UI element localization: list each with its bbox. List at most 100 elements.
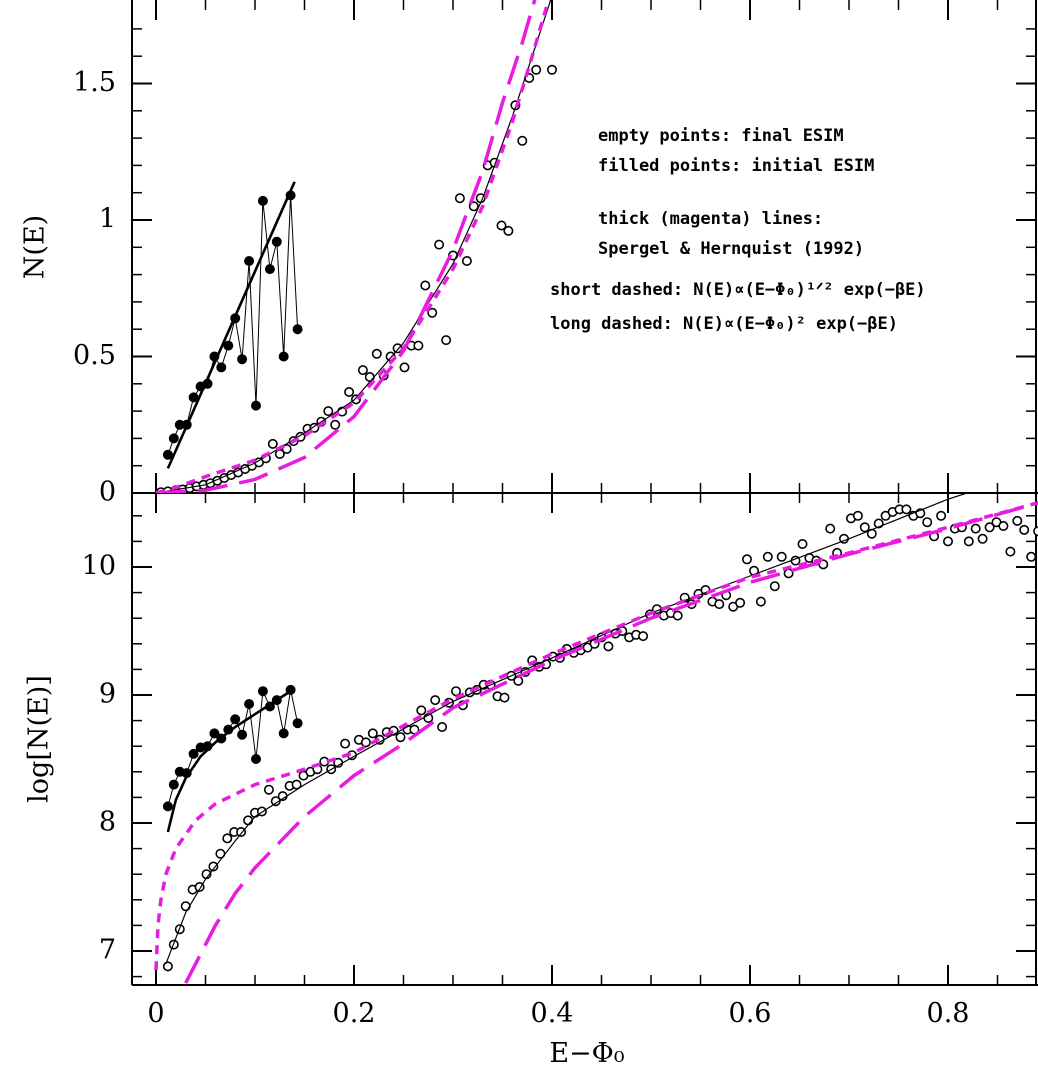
bottom-curve-initial-esim-fit [166, 687, 296, 833]
top-open-point [413, 340, 424, 351]
bottom-open-point [825, 523, 836, 534]
bottom-open-point [416, 705, 427, 716]
bottom-y-tick-label: 10 [82, 551, 116, 582]
legend-line-short-dashed: short dashed: N(E)∝(E−Φ₀)¹ᐟ² exp(−βE) [550, 280, 926, 300]
top-open-point [496, 220, 507, 231]
bottom-open-point [1019, 524, 1030, 535]
top-open-point [399, 362, 410, 373]
top-open-point [357, 365, 368, 376]
bottom-y-tick-label: 7 [99, 935, 116, 966]
bottom-filled-point [292, 718, 303, 729]
top-open-point [323, 406, 334, 417]
bottom-open-point [395, 732, 406, 743]
bottom-open-point [180, 901, 191, 912]
bottom-open-point [222, 833, 233, 844]
top-filled-point [168, 433, 179, 444]
legend-line-spergel-hernquist: Spergel & Hernquist (1992) [598, 239, 864, 259]
bottom-filled-point [230, 714, 241, 725]
top-filled-point [188, 392, 199, 403]
bottom-open-point [922, 517, 933, 528]
bottom-filled-point [278, 728, 289, 739]
x-axis-title: E−Φ₀ [549, 1038, 624, 1069]
bottom-open-point [741, 554, 752, 565]
top-open-point [531, 64, 542, 75]
bottom-open-point [603, 641, 614, 652]
bottom-open-point [984, 522, 995, 533]
bottom-y-tick-label: 9 [99, 679, 116, 710]
top-filled-point [278, 351, 289, 362]
bottom-open-point [755, 596, 766, 607]
bottom-open-point [998, 520, 1009, 531]
bottom-panel-ticks [132, 493, 1036, 985]
top-curve-initial-esim-fit [166, 181, 296, 469]
bottom-open-point [499, 692, 510, 703]
x-tick-label: 0.8 [927, 998, 970, 1029]
top-open-point [427, 307, 438, 318]
bottom-filled-point [244, 698, 255, 709]
bottom-connector-filled-points-initial-esim [167, 689, 299, 807]
bottom-open-point [714, 599, 725, 610]
bottom-open-point [963, 536, 974, 547]
top-y-tick-label: 0 [99, 477, 116, 508]
bottom-filled-point [237, 729, 248, 740]
top-open-point [434, 239, 445, 250]
bottom-open-point [270, 796, 281, 807]
top-open-point [517, 135, 528, 146]
legend-line-empty-points: empty points: final ESIM [598, 126, 844, 146]
bottom-y-axis-title: log[N(E)] [24, 675, 55, 803]
top-open-point [546, 64, 557, 75]
bottom-open-point [450, 686, 461, 697]
bottom-open-point [1005, 546, 1016, 557]
bottom-open-point [638, 631, 649, 642]
legend: empty points: final ESIM filled points: … [550, 126, 926, 334]
top-y-tick-label: 1.5 [73, 67, 116, 98]
bottom-open-point [208, 861, 219, 872]
bottom-curve-long-dashed [184, 501, 1038, 984]
x-tick-label: 0.4 [531, 998, 574, 1029]
top-connector-filled-points-initial-esim [167, 195, 299, 455]
top-filled-point [251, 400, 262, 411]
bottom-open-point [735, 597, 746, 608]
x-tick-label: 0.6 [729, 998, 772, 1029]
bottom-open-point [942, 536, 953, 547]
bottom-open-point [936, 510, 947, 521]
top-open-point [330, 419, 341, 430]
bottom-open-point [1026, 551, 1037, 562]
top-filled-point [237, 354, 248, 365]
bottom-open-point [672, 610, 683, 621]
bottom-open-point [367, 728, 378, 739]
bottom-open-point [236, 826, 247, 837]
bottom-filled-point [251, 753, 262, 764]
x-tick-label: 0.2 [333, 998, 376, 1029]
bottom-open-point [291, 779, 302, 790]
bottom-open-point [360, 737, 371, 748]
bottom-open-point [1033, 526, 1038, 537]
bottom-open-point [243, 815, 254, 826]
top-filled-point [223, 340, 234, 351]
top-filled-point [244, 255, 255, 266]
bottom-filled-point [162, 801, 173, 812]
bottom-open-point [162, 961, 173, 972]
top-y-axis-title: N(E) [20, 215, 51, 279]
bottom-open-point [776, 551, 787, 562]
bottom-filled-point [257, 686, 268, 697]
legend-line-thick-lines: thick (magenta) lines: [598, 209, 823, 229]
bottom-open-point [1012, 515, 1023, 526]
top-open-point [267, 438, 278, 449]
bottom-open-point [263, 784, 274, 795]
bottom-curve-final-esim-fit [165, 493, 968, 965]
bottom-filled-point [209, 728, 220, 739]
bottom-curve-short-dashed [154, 501, 1038, 971]
top-curve-long-dashed [155, 0, 537, 493]
bottom-open-point [859, 522, 870, 533]
x-tick-label: 0 [147, 998, 164, 1029]
top-filled-point [264, 264, 275, 275]
bottom-open-point [852, 510, 863, 521]
bottom-open-point [762, 551, 773, 562]
legend-line-filled-points: filled points: initial ESIM [598, 156, 874, 176]
top-filled-point [257, 195, 268, 206]
top-filled-point [292, 324, 303, 335]
bottom-open-point [430, 695, 441, 706]
top-filled-point [216, 362, 227, 373]
